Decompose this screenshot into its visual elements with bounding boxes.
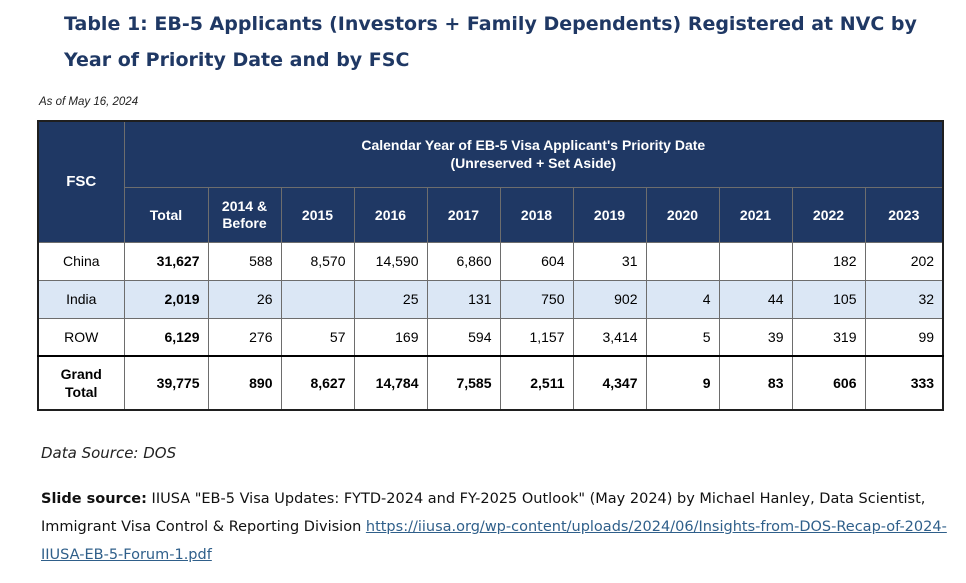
table-cell: 276 <box>207 317 282 357</box>
fsc-header: FSC <box>37 120 125 243</box>
table-cell: 105 <box>791 279 866 319</box>
col-header-2014-line2: Before <box>222 214 267 231</box>
table-row-china: China 31,627 588 8,570 14,590 6,860 604 … <box>37 241 944 281</box>
fsc-india: India <box>37 279 125 319</box>
table-cell: 319 <box>791 317 866 357</box>
slide-source: Slide source: IIUSA "EB-5 Visa Updates: … <box>41 485 951 569</box>
table-cell: 5 <box>645 317 720 357</box>
slide-source-text: IIUSA "EB-5 Visa Updates: FYTD-2024 and … <box>41 491 926 535</box>
table-cell: 202 <box>864 241 944 281</box>
table-cell: 83 <box>718 355 793 411</box>
table-cell: 1,157 <box>499 317 574 357</box>
table-title: Table 1: EB-5 Applicants (Investors + Fa… <box>64 13 917 71</box>
table-cell: 890 <box>207 355 282 411</box>
table-cell: 182 <box>791 241 866 281</box>
priority-year-header: Calendar Year of EB-5 Visa Applicant's P… <box>123 120 944 188</box>
priority-year-header-line1: Calendar Year of EB-5 Visa Applicant's P… <box>361 137 706 154</box>
col-header-2014-line1: 2014 & <box>221 197 268 214</box>
table-cell: 7,585 <box>426 355 501 411</box>
table-cell: 8,570 <box>280 241 355 281</box>
col-header-2020: 2020 <box>645 186 720 243</box>
table-cell: 9 <box>645 355 720 411</box>
table-cell: 604 <box>499 241 574 281</box>
fsc-grand-total: Grand Total <box>37 355 125 411</box>
table-cell: 6,860 <box>426 241 501 281</box>
grand-total-label-line2: Total <box>65 384 98 400</box>
col-header-2022: 2022 <box>791 186 866 243</box>
table-cell: 26 <box>207 279 282 319</box>
fsc-row: ROW <box>37 317 125 357</box>
grand-total-label-line1: Grand <box>60 366 102 382</box>
col-header-2019: 2019 <box>572 186 647 243</box>
as-of-date: As of May 16, 2024 <box>39 96 139 108</box>
slide-source-link[interactable]: https://iiusa.org/wp-content/uploads/202… <box>41 519 947 563</box>
table-cell: 14,784 <box>353 355 428 411</box>
table-cell: 44 <box>718 279 793 319</box>
priority-year-header-line2: (Unreserved + Set Aside) <box>450 155 617 172</box>
table-row-india: India 2,019 26 25 131 750 902 4 44 105 3… <box>37 279 944 319</box>
table-cell: 594 <box>426 317 501 357</box>
slide-source-label: Slide source: <box>41 491 147 507</box>
table-cell: 31,627 <box>123 241 209 281</box>
col-header-2015: 2015 <box>280 186 355 243</box>
table-cell <box>645 241 720 281</box>
col-header-total: Total <box>123 186 209 243</box>
table-cell: 3,414 <box>572 317 647 357</box>
table-cell: 39 <box>718 317 793 357</box>
table-cell: 588 <box>207 241 282 281</box>
col-header-2016: 2016 <box>353 186 428 243</box>
eb5-applicants-table: FSC Calendar Year of EB-5 Visa Applicant… <box>37 120 945 411</box>
table-cell: 333 <box>864 355 944 411</box>
table-cell: 902 <box>572 279 647 319</box>
table-cell: 606 <box>791 355 866 411</box>
fsc-china: China <box>37 241 125 281</box>
col-header-2014-before: 2014 & Before <box>207 186 282 243</box>
table-cell <box>280 279 355 319</box>
table-cell: 169 <box>353 317 428 357</box>
table-cell: 39,775 <box>123 355 209 411</box>
table-cell: 2,019 <box>123 279 209 319</box>
table-cell: 131 <box>426 279 501 319</box>
table-cell: 25 <box>353 279 428 319</box>
table-cell: 4,347 <box>572 355 647 411</box>
table-cell: 14,590 <box>353 241 428 281</box>
table-row-grand-total: Grand Total 39,775 890 8,627 14,784 7,58… <box>37 355 944 411</box>
table-cell: 8,627 <box>280 355 355 411</box>
table-cell: 2,511 <box>499 355 574 411</box>
table-cell: 6,129 <box>123 317 209 357</box>
table-row-row: ROW 6,129 276 57 169 594 1,157 3,414 5 3… <box>37 317 944 357</box>
col-header-2021: 2021 <box>718 186 793 243</box>
col-header-2018: 2018 <box>499 186 574 243</box>
table-cell <box>718 241 793 281</box>
table-cell: 57 <box>280 317 355 357</box>
col-header-2017: 2017 <box>426 186 501 243</box>
table-cell: 750 <box>499 279 574 319</box>
data-source: Data Source: DOS <box>41 444 177 462</box>
table-cell: 99 <box>864 317 944 357</box>
col-header-2023: 2023 <box>864 186 944 243</box>
table-cell: 31 <box>572 241 647 281</box>
table-cell: 32 <box>864 279 944 319</box>
table-cell: 4 <box>645 279 720 319</box>
